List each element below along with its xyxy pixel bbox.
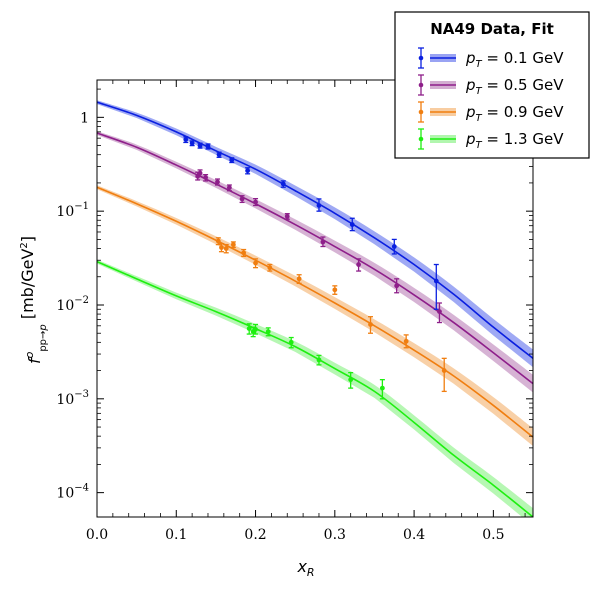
data-point: [349, 217, 355, 232]
data-point: [296, 274, 302, 285]
data-point: [214, 178, 220, 186]
data-point: [216, 151, 222, 158]
data-point: [441, 357, 447, 393]
data-point: [436, 302, 442, 324]
data-point: [230, 241, 236, 249]
x-tick-label: 0.1: [165, 527, 187, 543]
data-point: [367, 316, 373, 334]
fit-bands: [97, 100, 533, 517]
legend-entry: pT = 0.1 GeV: [418, 47, 564, 70]
y-axis-title: fopp→p [mb/GeV2]: [18, 236, 49, 364]
data-point: [197, 169, 203, 177]
legend-label: pT = 0.9 GeV: [465, 103, 564, 124]
legend-entry: pT = 0.5 GeV: [418, 74, 564, 97]
legend-label: pT = 0.5 GeV: [465, 76, 564, 97]
legend-label: pT = 1.3 GeV: [465, 130, 564, 151]
legend-title: NA49 Data, Fit: [430, 20, 554, 38]
axis-ticks: 0.0 0.1 0.2 0.3 0.4 0.5 10−4 10−3 10−2 10−1 1: [56, 80, 533, 543]
data-point: [316, 354, 322, 366]
data-point: [391, 238, 397, 255]
data-point: [356, 258, 362, 272]
svg-text:xR: xR: [296, 557, 314, 579]
data-point: [253, 258, 259, 269]
data-point: [265, 327, 271, 337]
data-point: [183, 136, 189, 144]
data-point: [203, 173, 209, 182]
data-point: [241, 248, 247, 257]
legend-entry: pT = 1.3 GeV: [418, 128, 564, 151]
data-point: [379, 379, 385, 400]
data-point: [394, 278, 400, 294]
plot-frame: [96, 79, 534, 518]
data-point: [320, 236, 326, 248]
data-point: [267, 263, 273, 272]
data-point: [226, 184, 232, 192]
x-axis-title: xR: [296, 557, 314, 579]
y-tick-label: 1: [80, 110, 89, 126]
fit-curve: [97, 101, 533, 359]
data-point: [197, 142, 203, 149]
x-tick-label: 0.5: [482, 527, 504, 543]
data-point: [205, 143, 211, 150]
data-point: [253, 197, 259, 207]
fit-curve: [97, 186, 533, 438]
data-point: [223, 243, 229, 254]
data-point: [433, 263, 439, 310]
fit-curve: [97, 260, 533, 517]
data-point: [218, 243, 224, 253]
y-tick-label: 10−3: [56, 389, 89, 408]
data-point: [280, 180, 286, 188]
y-tick-label: 10−2: [56, 295, 89, 314]
data-point: [189, 140, 195, 147]
data-point: [246, 323, 252, 335]
svg-text:fopp→p [mb/GeV2]: fopp→p [mb/GeV2]: [18, 236, 49, 364]
x-tick-label: 0.0: [86, 527, 108, 543]
legend-label: pT = 0.1 GeV: [465, 49, 564, 70]
data-point: [229, 157, 235, 164]
legend-entry: pT = 0.9 GeV: [418, 101, 564, 124]
data-point: [284, 213, 290, 220]
x-tick-label: 0.3: [324, 527, 346, 543]
data-point: [288, 336, 294, 349]
data-points: [183, 136, 447, 400]
plot-area-border: [96, 79, 534, 518]
data-point: [316, 198, 322, 212]
data-point: [215, 237, 221, 246]
x-tick-label: 0.4: [403, 527, 425, 543]
y-tick-label: 10−4: [56, 483, 89, 502]
data-point: [332, 285, 338, 295]
legend: NA49 Data, Fit pT = 0.1 GeV pT = 0.5 GeV p…: [394, 11, 590, 159]
x-tick-label: 0.2: [244, 527, 266, 543]
data-point: [403, 334, 409, 349]
fit-curve: [97, 132, 533, 385]
fit-curves: [97, 101, 533, 517]
data-point: [239, 195, 245, 204]
fit-band: [97, 185, 533, 447]
data-point: [245, 167, 251, 175]
data-point: [253, 323, 259, 335]
y-tick-label: 10−1: [56, 201, 89, 220]
data-point: [348, 372, 354, 389]
